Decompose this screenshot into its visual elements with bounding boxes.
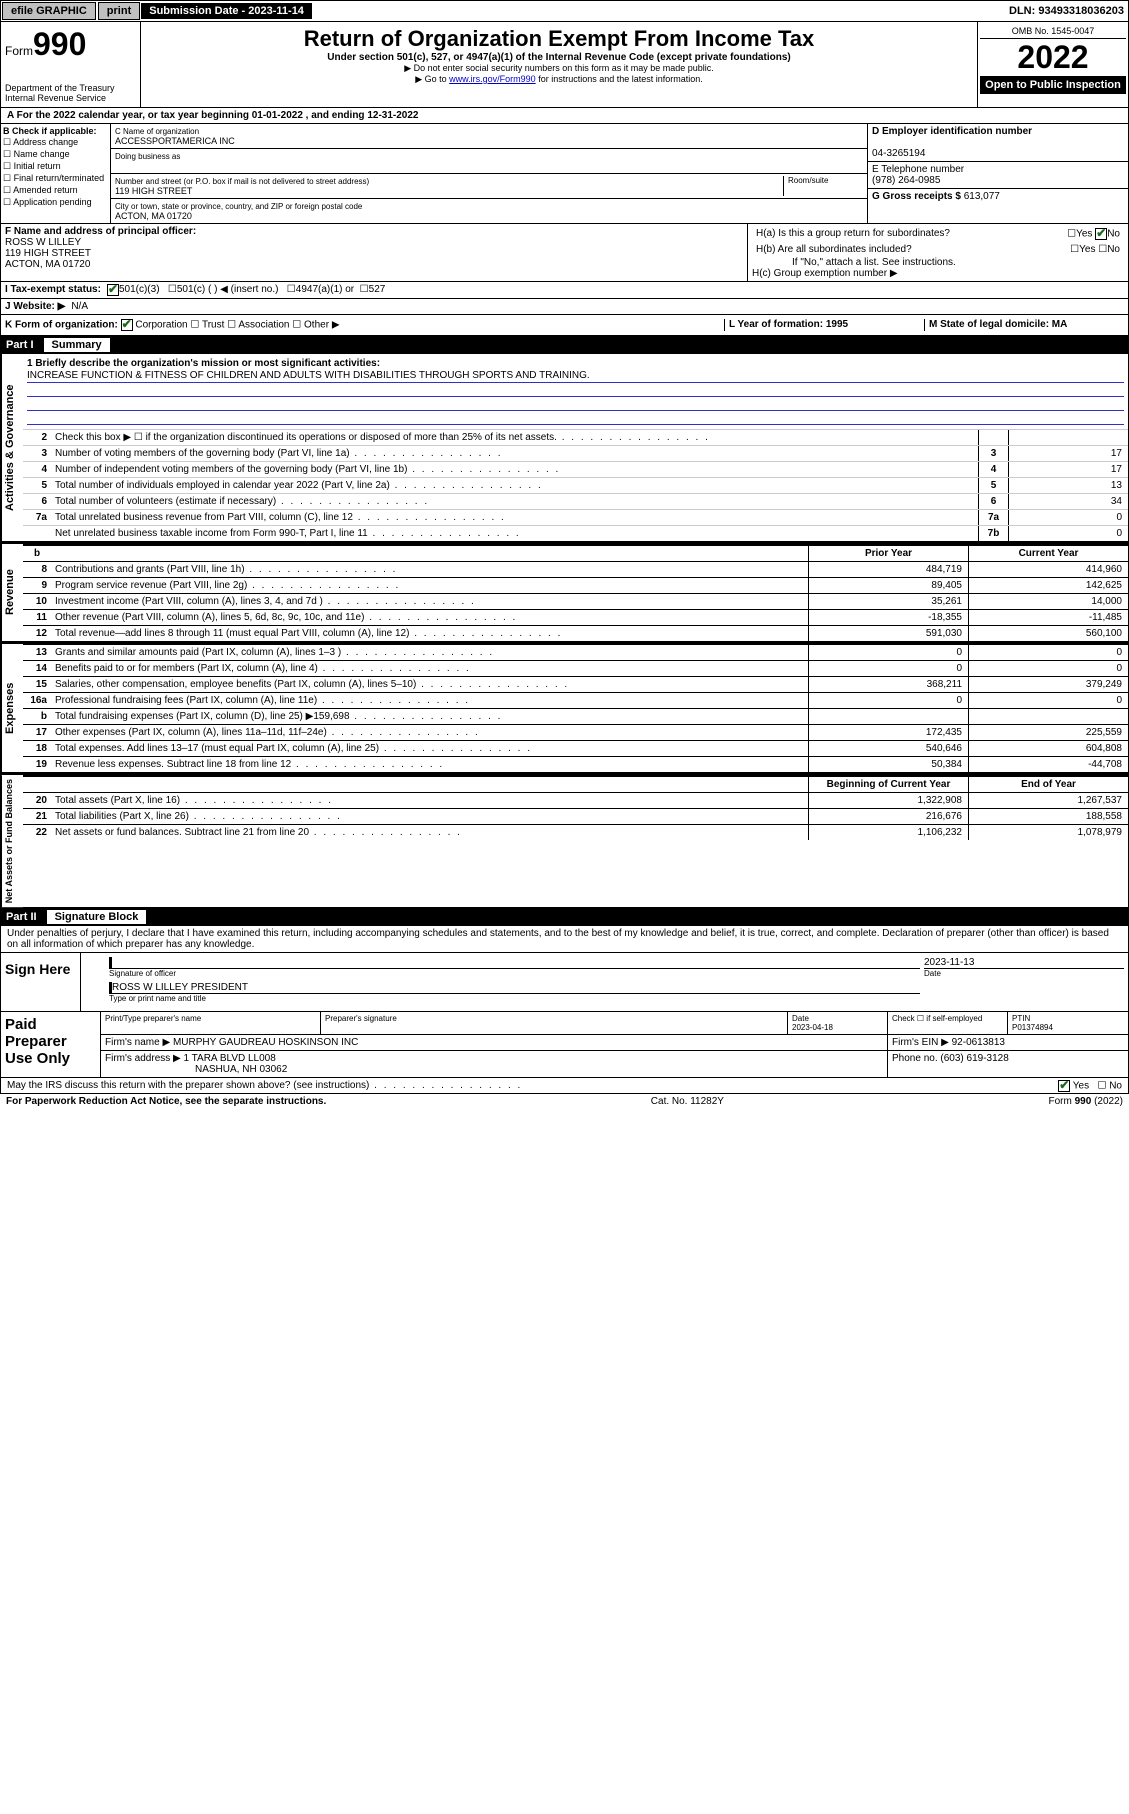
ein-cell: D Employer identification number04-32651… (868, 124, 1128, 162)
part1-header: Part I Summary (0, 336, 1129, 354)
money-line: bTotal fundraising expenses (Part IX, co… (23, 708, 1128, 724)
form-sub3: ▶ Go to www.irs.gov/Form990 for instruct… (145, 74, 973, 85)
501c3-check[interactable] (107, 284, 119, 296)
summary-line: 5Total number of individuals employed in… (23, 477, 1128, 493)
org-name-cell: C Name of organization ACCESSPORTAMERICA… (111, 124, 867, 149)
irs-link[interactable]: www.irs.gov/Form990 (449, 74, 536, 84)
may-yes-check[interactable] (1058, 1080, 1070, 1092)
summary-line: 2Check this box ▶ ☐ if the organization … (23, 429, 1128, 445)
col-c: C Name of organization ACCESSPORTAMERICA… (111, 124, 868, 223)
street-cell: Number and street (or P.O. box if mail i… (111, 174, 867, 199)
sign-here: Sign Here Signature of officer 2023-11-1… (0, 953, 1129, 1012)
row-i: I Tax-exempt status: 501(c)(3) ☐ 501(c) … (0, 282, 1129, 299)
summary-line: 3Number of voting members of the governi… (23, 445, 1128, 461)
money-line: 18Total expenses. Add lines 13–17 (must … (23, 740, 1128, 756)
summary-revenue: Revenue bPrior YearCurrent Year 8Contrib… (0, 542, 1129, 642)
summary-line: 6Total number of volunteers (estimate if… (23, 493, 1128, 509)
print-button[interactable]: print (98, 2, 140, 20)
money-line: 8Contributions and grants (Part VIII, li… (23, 561, 1128, 577)
corp-check[interactable] (121, 319, 133, 331)
gross-cell: G Gross receipts $ 613,077 (868, 189, 1128, 204)
signer-name: ROSS W LILLEY PRESIDENT (109, 982, 920, 994)
city-cell: City or town, state or province, country… (111, 199, 867, 223)
money-line: 21Total liabilities (Part X, line 26)216… (23, 808, 1128, 824)
section-bc: B Check if applicable: ☐ Address change … (0, 124, 1129, 224)
firm-name: MURPHY GAUDREAU HOSKINSON INC (173, 1037, 358, 1048)
vlabel-net: Net Assets or Fund Balances (1, 775, 23, 907)
money-line: 14Benefits paid to or for members (Part … (23, 660, 1128, 676)
officer-cell: F Name and address of principal officer:… (1, 224, 748, 281)
money-line: 22Net assets or fund balances. Subtract … (23, 824, 1128, 840)
net-header: Beginning of Current YearEnd of Year (23, 775, 1128, 792)
part2-header: Part II Signature Block (0, 908, 1129, 926)
dba-cell: Doing business as (111, 149, 867, 174)
summary-netassets: Net Assets or Fund Balances Beginning of… (0, 773, 1129, 908)
summary-expenses: Expenses 13Grants and similar amounts pa… (0, 642, 1129, 773)
dln: DLN: 93493318036203 (1009, 5, 1128, 17)
summary-line: Net unrelated business taxable income fr… (23, 525, 1128, 541)
money-line: 20Total assets (Part X, line 16)1,322,90… (23, 792, 1128, 808)
money-line: 19Revenue less expenses. Subtract line 1… (23, 756, 1128, 772)
row-klm: K Form of organization: Corporation ☐ Tr… (0, 315, 1129, 336)
money-line: 15Salaries, other compensation, employee… (23, 676, 1128, 692)
l-cell: L Year of formation: 1995 (724, 319, 924, 331)
tax-year: 2022 (980, 39, 1126, 76)
header-center: Return of Organization Exempt From Incom… (141, 22, 978, 107)
ha-no-check[interactable] (1095, 228, 1107, 240)
dept-label: Department of the Treasury Internal Reve… (5, 83, 136, 103)
money-line: 17Other expenses (Part IX, column (A), l… (23, 724, 1128, 740)
may-discuss: May the IRS discuss this return with the… (0, 1078, 1129, 1094)
header-right: OMB No. 1545-0047 2022 Open to Public In… (978, 22, 1128, 107)
money-line: 12Total revenue—add lines 8 through 11 (… (23, 625, 1128, 641)
vlabel-rev: Revenue (1, 544, 23, 641)
open-to-public: Open to Public Inspection (980, 76, 1126, 94)
form-sub2: ▶ Do not enter social security numbers o… (145, 63, 973, 74)
mission-text: INCREASE FUNCTION & FITNESS OF CHILDREN … (27, 369, 1124, 383)
k-cell: K Form of organization: Corporation ☐ Tr… (5, 319, 724, 331)
form-header: Form990 Department of the Treasury Inter… (0, 22, 1129, 108)
summary-line: 7aTotal unrelated business revenue from … (23, 509, 1128, 525)
form-sub1: Under section 501(c), 527, or 4947(a)(1)… (145, 52, 973, 63)
omb-no: OMB No. 1545-0047 (980, 24, 1126, 39)
summary-governance: Activities & Governance 1 Briefly descri… (0, 354, 1129, 542)
h-block: H(a) Is this a group return for subordin… (748, 224, 1128, 281)
paid-preparer: Paid Preparer Use Only Print/Type prepar… (0, 1012, 1129, 1078)
efile-button[interactable]: efile GRAPHIC (2, 2, 96, 20)
mission-block: 1 Briefly describe the organization's mi… (23, 354, 1128, 429)
col-deg: D Employer identification number04-32651… (868, 124, 1128, 223)
org-name: ACCESSPORTAMERICA INC (115, 136, 235, 146)
money-line: 10Investment income (Part VIII, column (… (23, 593, 1128, 609)
penalty-text: Under penalties of perjury, I declare th… (0, 926, 1129, 953)
summary-line: 4Number of independent voting members of… (23, 461, 1128, 477)
col-b: B Check if applicable: ☐ Address change … (1, 124, 111, 223)
money-line: 9Program service revenue (Part VIII, lin… (23, 577, 1128, 593)
line-a: A For the 2022 calendar year, or tax yea… (0, 108, 1129, 124)
sign-date: 2023-11-13 (924, 957, 1124, 969)
submission-date: Submission Date - 2023-11-14 (141, 3, 312, 19)
sign-here-label: Sign Here (1, 953, 81, 1011)
money-line: 16aProfessional fundraising fees (Part I… (23, 692, 1128, 708)
header-left: Form990 Department of the Treasury Inter… (1, 22, 141, 107)
sig-officer-label: Signature of officer (109, 969, 920, 978)
rev-header: bPrior YearCurrent Year (23, 544, 1128, 561)
m-cell: M State of legal domicile: MA (924, 319, 1124, 331)
row-fh: F Name and address of principal officer:… (0, 224, 1129, 282)
vlabel-gov: Activities & Governance (1, 354, 23, 541)
form-number: 990 (33, 26, 86, 62)
money-line: 13Grants and similar amounts paid (Part … (23, 644, 1128, 660)
footer: For Paperwork Reduction Act Notice, see … (0, 1094, 1129, 1109)
topbar: efile GRAPHIC print Submission Date - 20… (0, 0, 1129, 22)
money-line: 11Other revenue (Part VIII, column (A), … (23, 609, 1128, 625)
vlabel-exp: Expenses (1, 644, 23, 772)
phone-cell: E Telephone number(978) 264-0985 (868, 162, 1128, 189)
prep-label: Paid Preparer Use Only (1, 1012, 101, 1077)
form-title: Return of Organization Exempt From Incom… (145, 26, 973, 52)
form-label: Form (5, 44, 33, 58)
row-j: J Website: ▶ N/A (0, 299, 1129, 315)
